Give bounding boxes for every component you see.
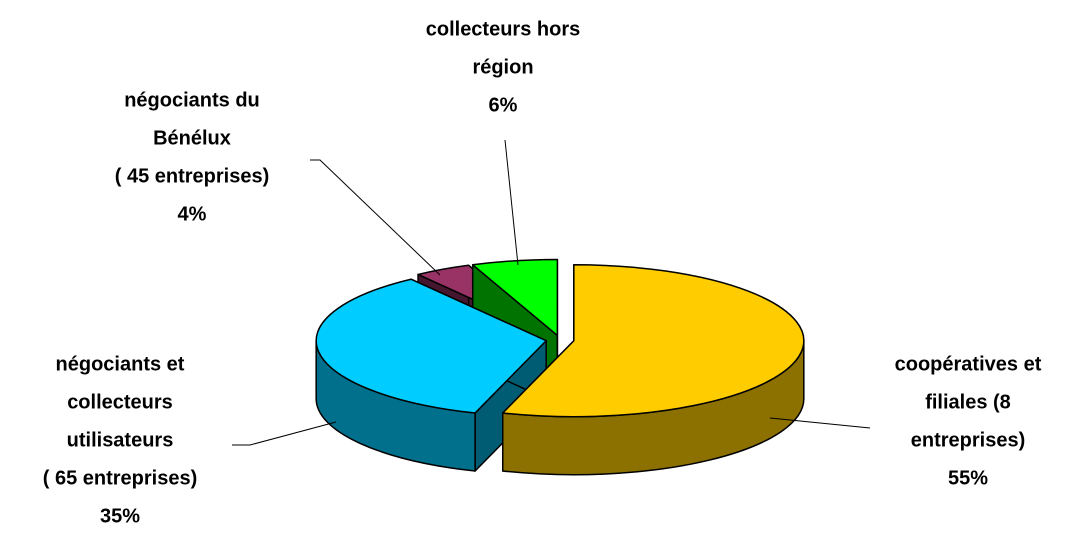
leader-line — [769, 417, 871, 429]
slice — [471, 258, 559, 337]
slice-label: utilisateurs — [67, 429, 174, 451]
slice-label: négociants du — [124, 89, 260, 111]
leader-line — [504, 139, 519, 266]
slice-label: ( 65 entreprises) — [43, 467, 198, 489]
slice-label: Bénélux — [153, 127, 231, 149]
value-label: 4% — [178, 203, 207, 225]
slice-label: région — [472, 56, 533, 78]
leader-line — [310, 159, 441, 276]
slice-label: négociants et — [56, 353, 185, 375]
leader-line — [232, 421, 337, 446]
slice-label: entreprises) — [911, 429, 1026, 451]
slice — [502, 263, 805, 418]
slice-label: ( 45 entreprises) — [115, 165, 270, 187]
slice — [315, 278, 547, 414]
slice-label: collecteurs hors — [426, 18, 581, 40]
value-label: 6% — [489, 94, 518, 116]
slice-label: collecteurs — [67, 391, 173, 413]
value-label: 55% — [948, 467, 988, 489]
slice-label: coopératives et — [895, 353, 1042, 375]
slice-label: filiales (8 — [925, 391, 1011, 413]
value-label: 35% — [100, 505, 140, 527]
